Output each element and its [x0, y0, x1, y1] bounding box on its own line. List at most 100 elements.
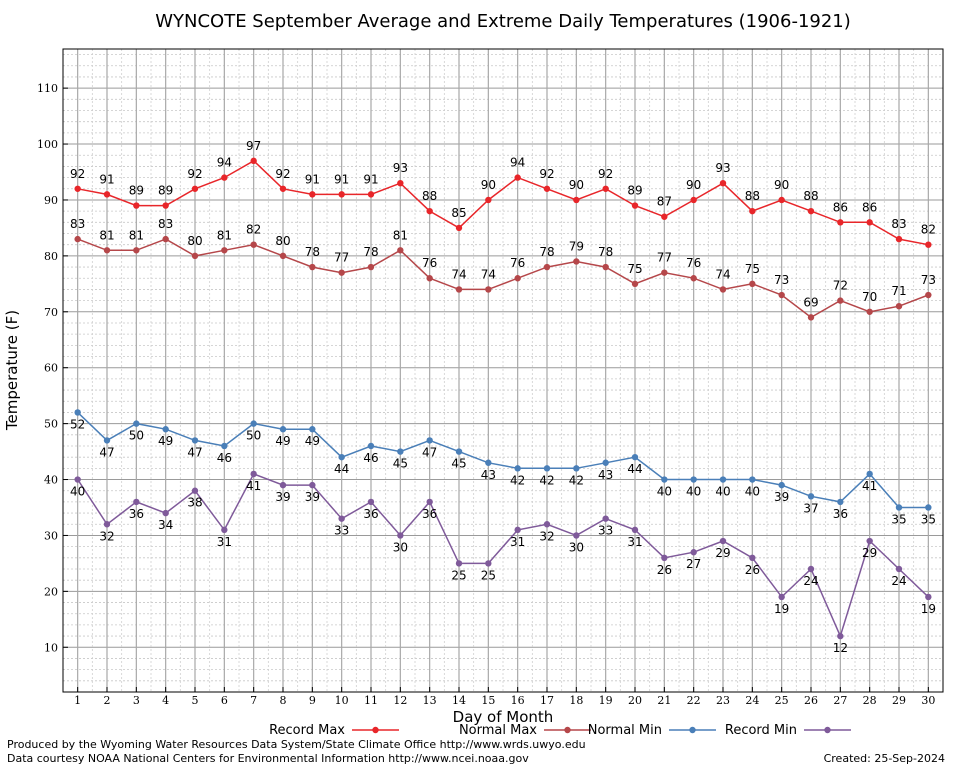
data-point-3: [631, 526, 639, 534]
data-label-3: 25: [481, 568, 496, 582]
data-point-2: [455, 448, 463, 455]
data-point-2: [133, 420, 140, 427]
data-label-2: 44: [627, 462, 642, 476]
data-point-1: [925, 291, 932, 299]
data-label-3: 26: [745, 563, 760, 577]
data-point-3: [543, 521, 551, 528]
x-tick-label: 30: [921, 694, 935, 707]
data-point-0: [279, 185, 287, 192]
data-point-1: [573, 258, 580, 265]
data-label-1: 76: [686, 256, 701, 270]
data-point-2: [279, 426, 287, 433]
data-point-0: [514, 174, 521, 181]
x-tick-label: 11: [364, 694, 378, 707]
footer-data-courtesy: Data courtesy NOAA National Centers for …: [7, 752, 529, 765]
data-label-3: 27: [686, 557, 701, 571]
data-label-3: 36: [363, 507, 378, 521]
data-label-0: 93: [715, 161, 730, 175]
data-point-0: [778, 196, 785, 204]
data-label-1: 70: [862, 290, 877, 304]
y-tick-label: 50: [44, 418, 58, 431]
data-label-1: 69: [803, 295, 818, 309]
data-label-0: 91: [363, 172, 378, 186]
data-point-1: [367, 263, 375, 271]
data-label-3: 39: [275, 490, 290, 504]
data-label-3: 36: [422, 507, 437, 521]
data-point-1: [690, 275, 697, 282]
data-point-0: [191, 185, 199, 192]
data-point-0: [895, 235, 903, 243]
x-tick-label: 2: [104, 694, 111, 707]
data-label-2: 49: [275, 434, 290, 448]
data-point-0: [221, 174, 228, 181]
data-point-1: [661, 269, 668, 276]
data-label-2: 47: [422, 445, 437, 459]
data-point-1: [74, 235, 81, 243]
x-tick-label: 21: [657, 694, 671, 707]
series-line-3: [77, 472, 929, 639]
data-label-1: 76: [510, 256, 525, 270]
data-point-1: [837, 297, 844, 304]
data-point-1: [514, 275, 521, 282]
data-label-3: 24: [891, 574, 906, 588]
data-label-1: 74: [481, 267, 496, 281]
data-label-2: 36: [833, 507, 848, 521]
data-point-2: [485, 459, 492, 466]
data-label-0: 88: [803, 189, 818, 203]
data-label-1: 78: [598, 245, 613, 259]
legend: Record Max Normal Max Normal Min Record Min: [269, 723, 851, 738]
data-point-3: [925, 593, 932, 601]
data-label-3: 33: [598, 524, 613, 538]
data-label-1: 83: [70, 217, 85, 231]
data-label-3: 29: [862, 546, 877, 560]
data-label-1: 78: [305, 245, 320, 259]
data-label-3: 31: [510, 535, 525, 549]
legend-label-3: Record Min: [725, 723, 797, 738]
data-point-1: [191, 252, 199, 260]
data-label-3: 31: [627, 535, 642, 549]
data-label-1: 77: [657, 251, 672, 265]
legend-label-0: Record Max: [269, 723, 345, 738]
data-point-1: [426, 275, 433, 282]
y-tick-label: 80: [44, 250, 58, 263]
data-label-3: 40: [70, 485, 85, 499]
data-label-0: 97: [246, 139, 261, 153]
x-tick-label: 4: [162, 694, 169, 707]
data-point-3: [690, 549, 697, 556]
data-label-0: 86: [833, 200, 848, 214]
y-tick-label: 40: [44, 474, 58, 487]
data-point-3: [514, 526, 521, 534]
data-point-2: [309, 426, 316, 433]
data-label-0: 88: [745, 189, 760, 203]
data-label-3: 19: [774, 602, 789, 616]
data-point-1: [221, 247, 228, 254]
data-label-0: 90: [686, 178, 701, 192]
x-tick-label: 6: [221, 694, 228, 707]
y-tick-label: 90: [44, 194, 58, 207]
data-point-0: [338, 191, 345, 198]
data-point-3: [338, 515, 345, 522]
data-point-2: [749, 476, 756, 483]
data-label-3: 31: [217, 535, 232, 549]
data-label-2: 45: [451, 457, 466, 471]
legend-label-2: Normal Min: [588, 723, 662, 738]
x-tick-label: 7: [250, 694, 257, 707]
data-label-0: 90: [774, 178, 789, 192]
data-label-2: 46: [217, 451, 232, 465]
data-point-0: [690, 196, 697, 204]
data-point-2: [162, 426, 169, 433]
data-label-1: 81: [99, 228, 114, 242]
data-label-0: 89: [627, 184, 642, 198]
data-label-0: 83: [891, 217, 906, 231]
data-point-2: [866, 470, 873, 478]
data-label-2: 43: [598, 468, 613, 482]
series-line-0: [77, 159, 929, 246]
data-point-1: [279, 252, 287, 260]
data-label-0: 90: [569, 178, 584, 192]
data-point-3: [221, 526, 228, 534]
data-label-0: 86: [862, 200, 877, 214]
data-label-1: 74: [451, 267, 466, 281]
legend-label-1: Normal Max: [459, 723, 537, 738]
